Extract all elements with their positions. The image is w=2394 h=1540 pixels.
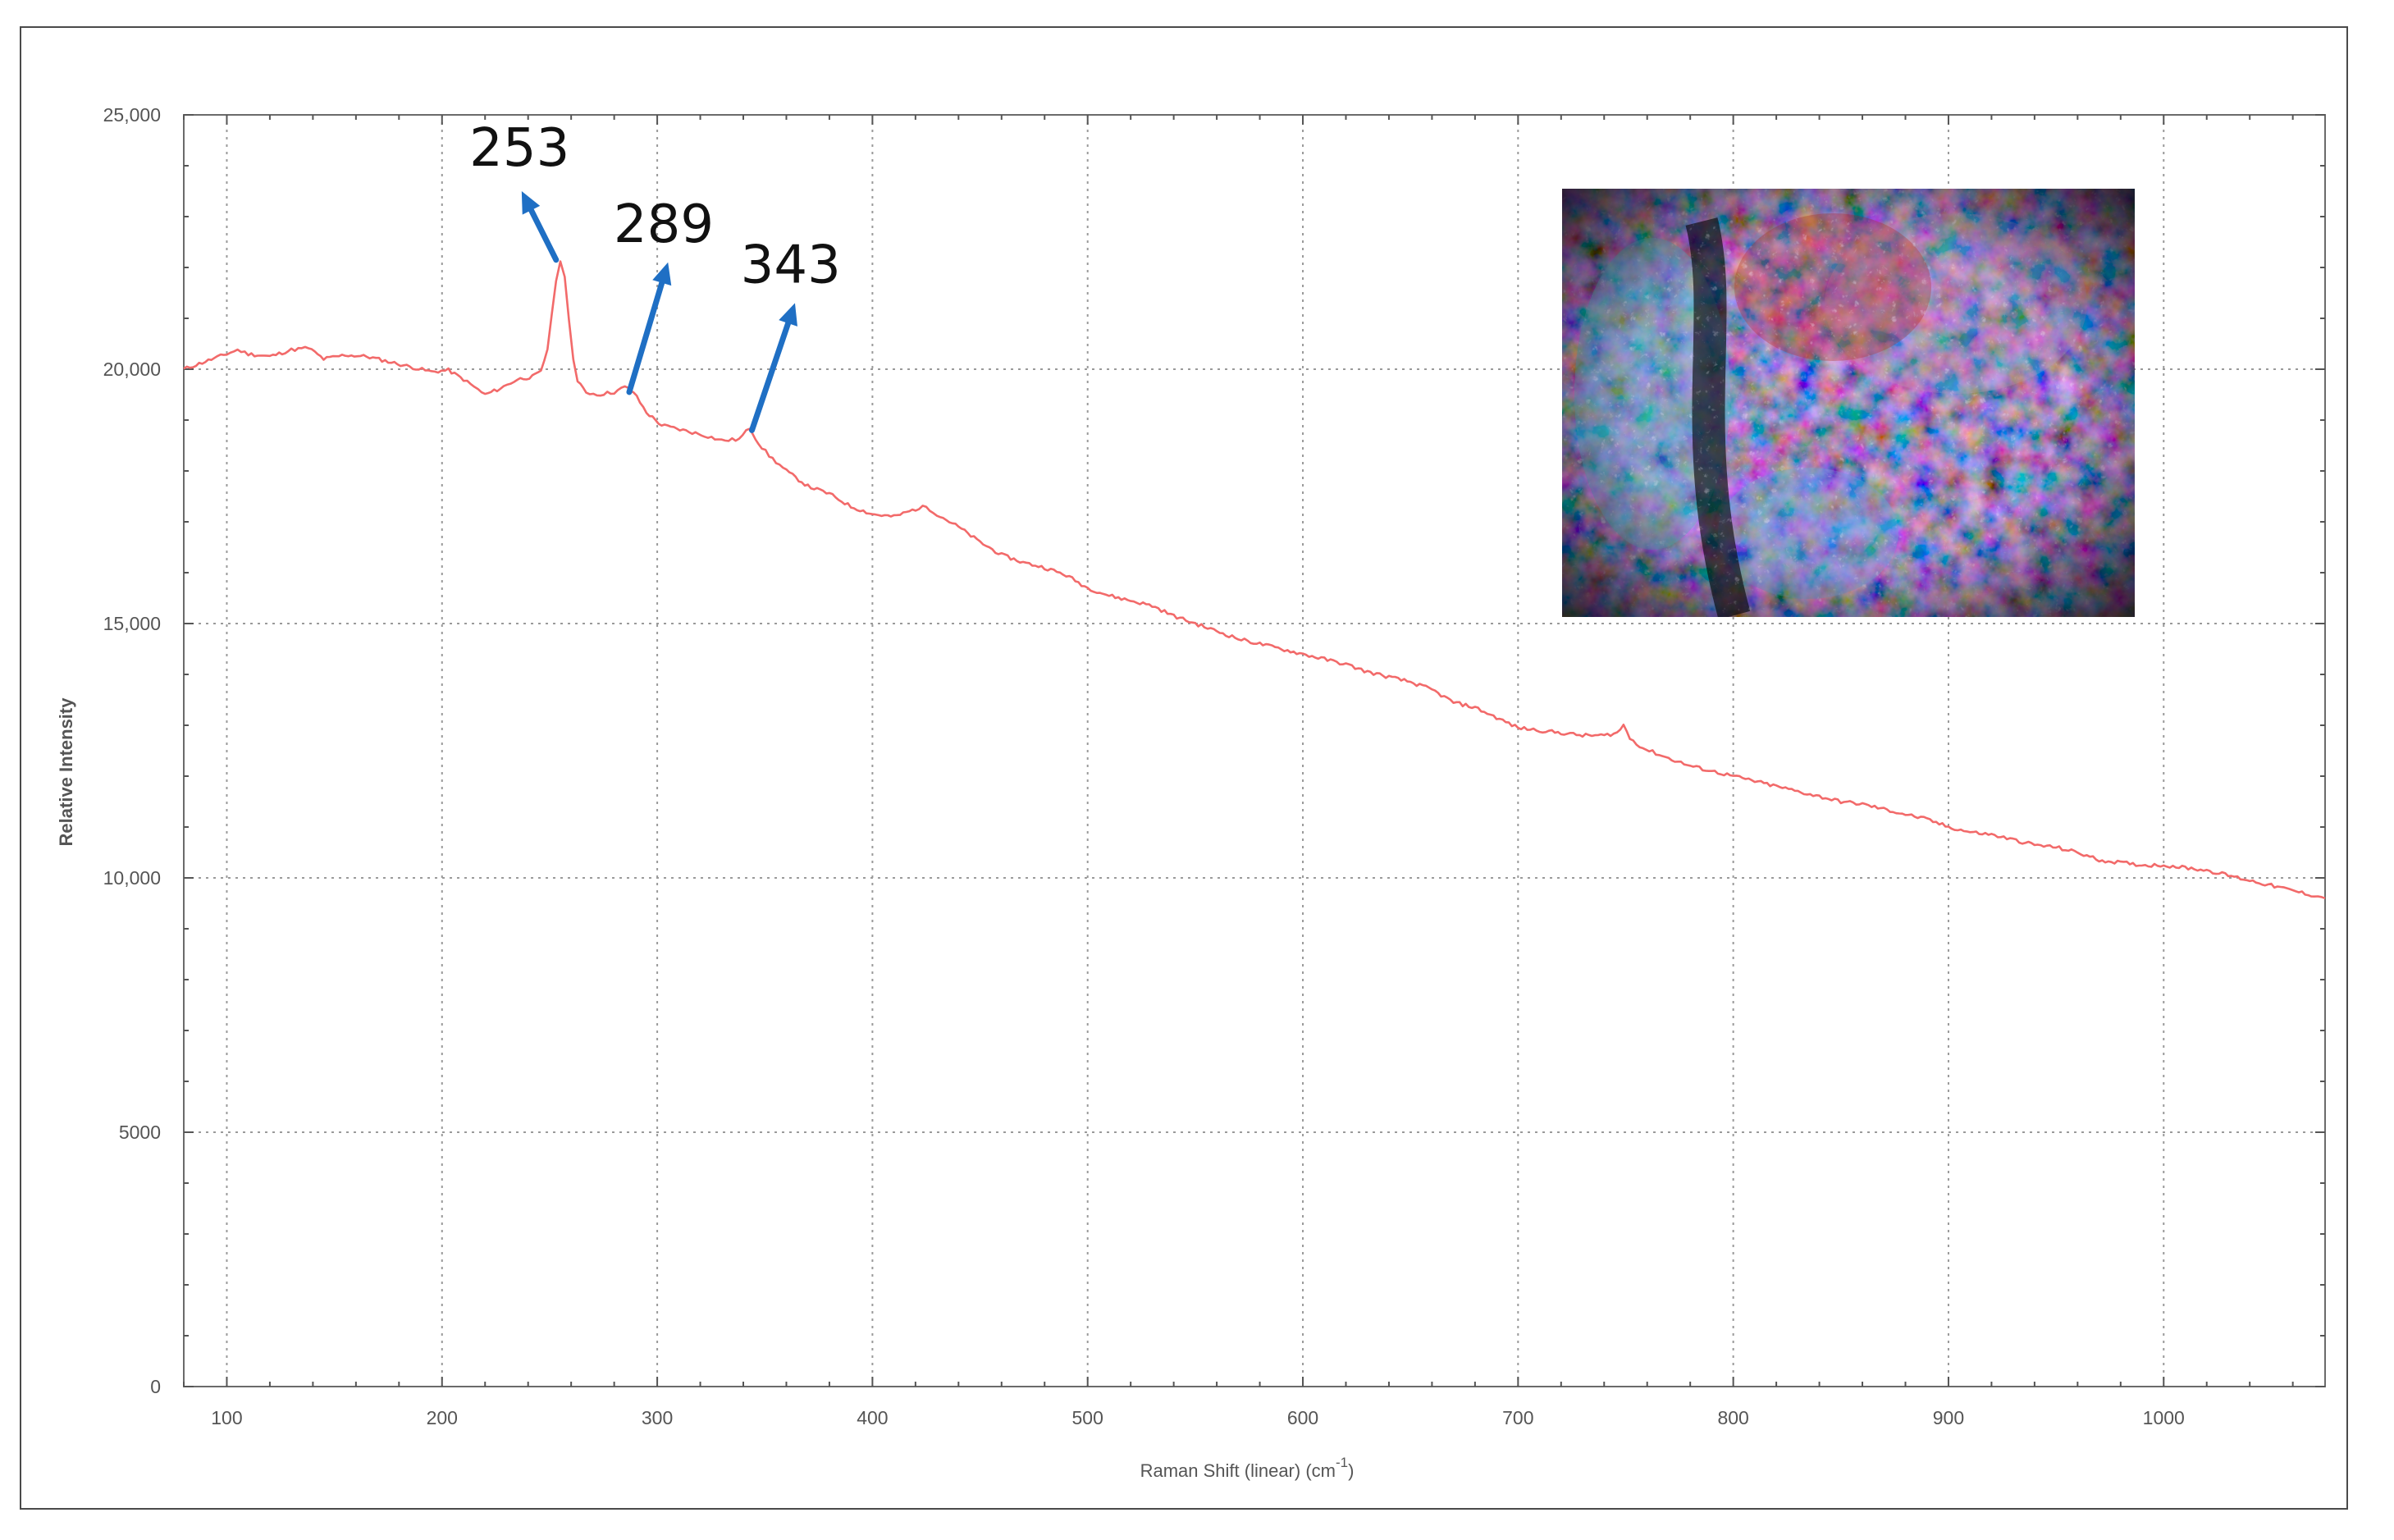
peak-annotation: 289 (614, 194, 714, 395)
peak-label: 289 (614, 194, 714, 255)
x-tick-label: 900 (1933, 1407, 1964, 1428)
y-tick-label: 5000 (119, 1122, 161, 1143)
x-axis-title: Raman Shift (linear) (cm-1) (1140, 1455, 1355, 1481)
y-tick-label: 0 (150, 1376, 161, 1397)
x-tick-label: 700 (1502, 1407, 1533, 1428)
peak-annotation: 253 (469, 118, 569, 263)
x-tick-label: 1000 (2143, 1407, 2185, 1428)
x-tick-label: 500 (1072, 1407, 1103, 1428)
peak-arrow-head (521, 191, 541, 215)
spectrum-line (183, 260, 2326, 900)
x-tick-label: 200 (427, 1407, 458, 1428)
peak-annotations: 253 289 343 (469, 118, 841, 433)
y-tick-label: 15,000 (103, 613, 161, 634)
x-tick-label: 100 (211, 1407, 242, 1428)
peak-arrow-head (779, 303, 797, 327)
peak-arrow-shaft (528, 207, 560, 263)
x-tick-label: 800 (1717, 1407, 1748, 1428)
x-tick-label: 400 (857, 1407, 888, 1428)
peak-annotation: 343 (741, 235, 841, 433)
y-axis-title: Relative Intensity (56, 697, 76, 847)
y-tick-label: 10,000 (103, 867, 161, 889)
x-tick-label: 300 (642, 1407, 673, 1428)
peak-arrow-head (652, 262, 672, 286)
plot-area-border (183, 114, 2326, 1387)
x-tick-label: 600 (1287, 1407, 1318, 1428)
x-tick-labels: 100 200 300 400 500 600 700 800 900 1000 (211, 1407, 2185, 1428)
axis-ticks (183, 114, 2325, 1387)
y-tick-label: 25,000 (103, 104, 161, 126)
peak-arrow-shaft (749, 320, 792, 433)
y-tick-label: 20,000 (103, 359, 161, 380)
peak-label: 343 (741, 235, 841, 296)
y-tick-labels: 0 5000 10,000 15,000 20,000 25,000 (103, 104, 161, 1397)
peak-arrow-shaft (626, 280, 665, 395)
peak-label: 253 (469, 118, 569, 179)
sample-micrograph-inset (1562, 189, 2135, 617)
